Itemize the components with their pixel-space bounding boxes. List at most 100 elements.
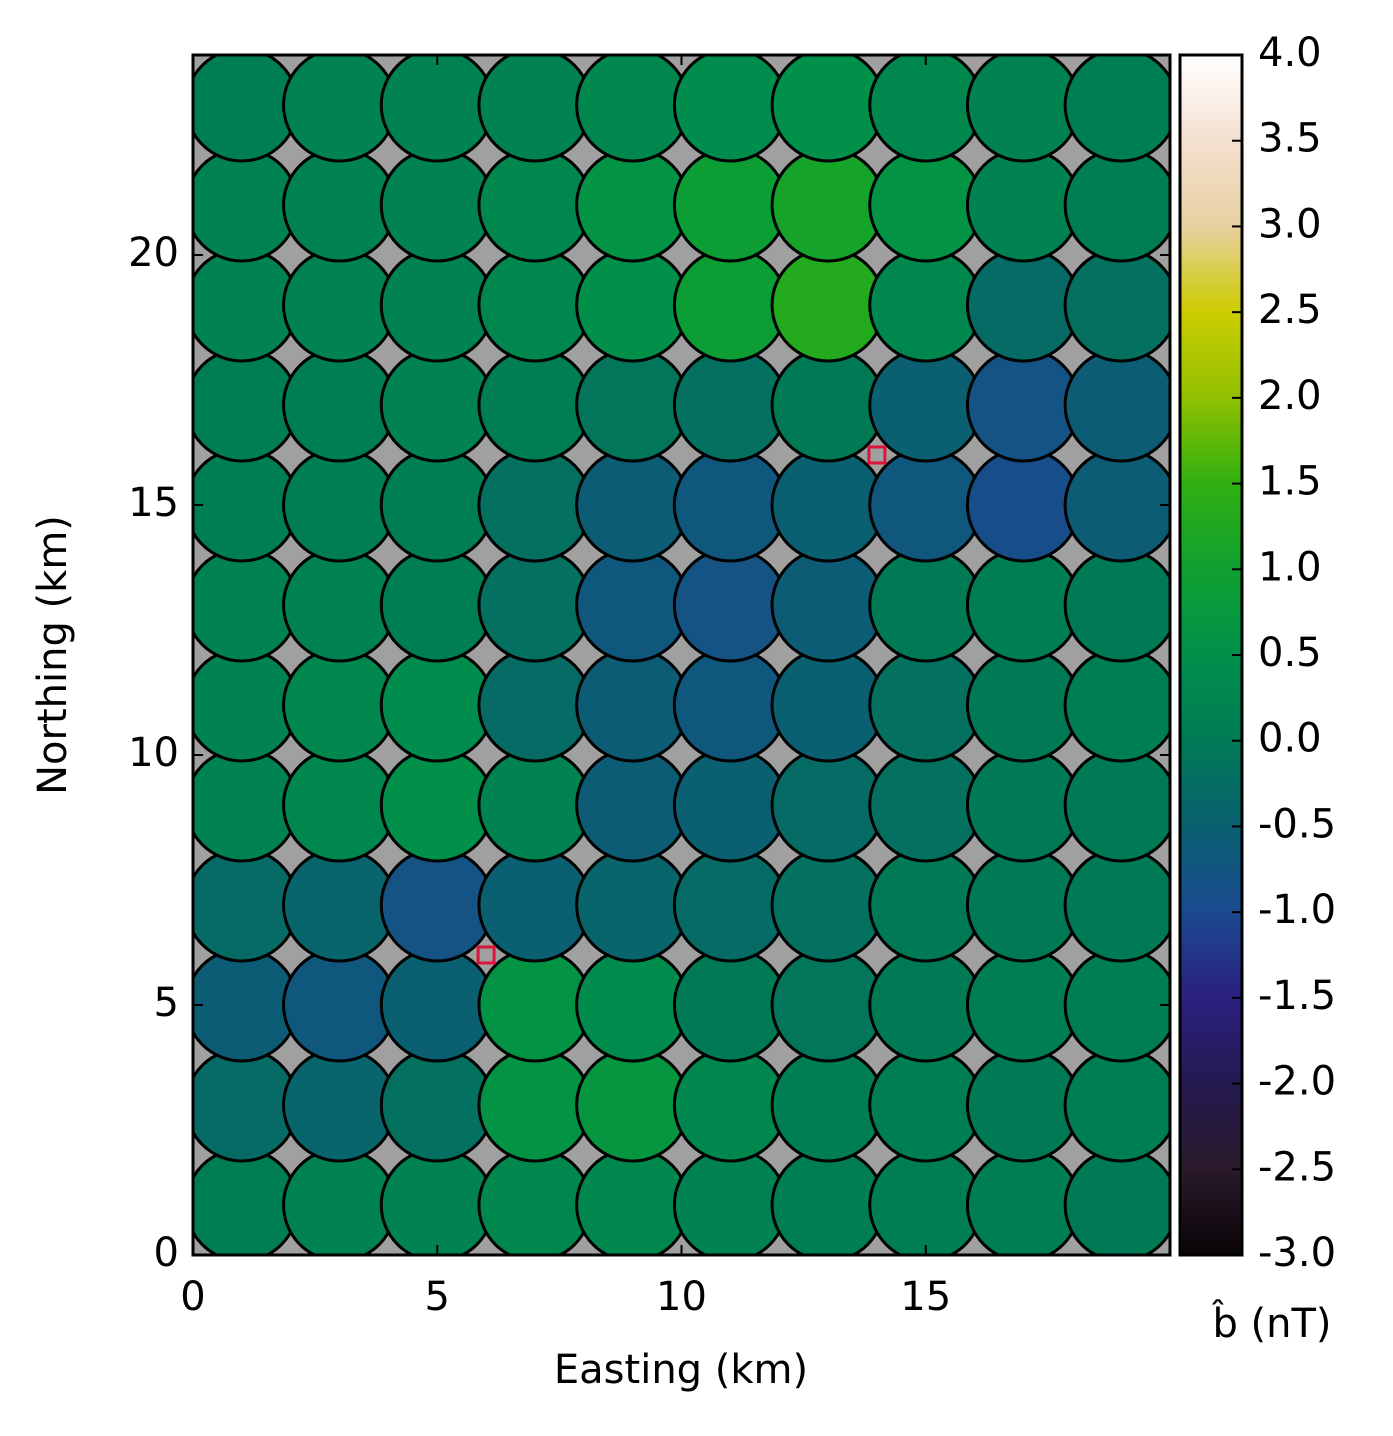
y-tick-label: 10 — [128, 730, 179, 776]
colorbar-tick-label: -1.0 — [1258, 887, 1336, 933]
marker — [476, 945, 496, 965]
points — [193, 55, 1170, 1255]
point — [193, 347, 300, 463]
point — [282, 547, 398, 663]
point — [672, 247, 788, 363]
point — [770, 55, 886, 163]
point — [379, 647, 495, 763]
point — [770, 247, 886, 363]
y-tick-label: 20 — [128, 230, 179, 276]
point — [477, 647, 593, 763]
point — [477, 747, 593, 863]
point — [193, 1147, 300, 1255]
point — [193, 1047, 300, 1163]
point — [379, 447, 495, 563]
point — [672, 747, 788, 863]
point — [770, 747, 886, 863]
point — [868, 547, 984, 663]
point — [672, 947, 788, 1063]
point — [868, 347, 984, 463]
point — [672, 547, 788, 663]
point — [770, 1147, 886, 1255]
point — [1063, 1147, 1170, 1255]
point — [477, 947, 593, 1063]
point — [575, 247, 691, 363]
x-tick-label: 0 — [180, 1274, 205, 1320]
point — [672, 347, 788, 463]
colorbar-tick-label: 2.0 — [1258, 373, 1322, 419]
point — [770, 647, 886, 763]
point — [672, 55, 788, 163]
point — [575, 647, 691, 763]
point — [282, 1047, 398, 1163]
x-tick-label: 15 — [900, 1274, 951, 1320]
colorbar-tick-label: 0.5 — [1258, 630, 1322, 676]
point — [965, 55, 1081, 163]
point — [379, 847, 495, 963]
point — [868, 647, 984, 763]
colorbar-tick-label: -2.0 — [1258, 1059, 1336, 1105]
point — [575, 547, 691, 663]
point — [477, 147, 593, 263]
point — [672, 1047, 788, 1163]
point — [282, 1147, 398, 1255]
point — [477, 447, 593, 563]
colorbar-tick-label: 2.5 — [1258, 287, 1322, 333]
point — [193, 247, 300, 363]
marker — [867, 445, 887, 465]
point — [282, 347, 398, 463]
point — [672, 847, 788, 963]
point — [282, 55, 398, 163]
point — [770, 147, 886, 263]
colorbar-tick-label: -1.5 — [1258, 973, 1336, 1019]
point — [477, 347, 593, 463]
colorbar-tick-label: 1.0 — [1258, 544, 1322, 590]
y-tick-label: 0 — [154, 1230, 179, 1276]
point — [965, 347, 1081, 463]
colorbar-tick-label: 3.0 — [1258, 201, 1322, 247]
point — [1063, 847, 1170, 963]
point — [1063, 1047, 1170, 1163]
colorbar-tick-label: 1.5 — [1258, 459, 1322, 505]
point — [770, 947, 886, 1063]
point — [477, 247, 593, 363]
point — [477, 55, 593, 163]
point — [575, 1047, 691, 1163]
point — [282, 147, 398, 263]
x-axis-label: Easting (km) — [554, 1347, 808, 1393]
point — [868, 747, 984, 863]
colorbar-tick-label: -3.0 — [1258, 1230, 1336, 1276]
point — [193, 847, 300, 963]
point — [379, 1147, 495, 1255]
colorbar — [1178, 53, 1244, 1257]
point — [477, 1147, 593, 1255]
y-tick-label: 15 — [128, 480, 179, 526]
point — [193, 55, 300, 163]
point — [770, 547, 886, 663]
colorbar-tick-label: 4.0 — [1258, 30, 1322, 76]
point — [575, 147, 691, 263]
point — [379, 247, 495, 363]
point — [672, 447, 788, 563]
point — [575, 747, 691, 863]
point — [575, 447, 691, 563]
point — [1063, 247, 1170, 363]
point — [672, 647, 788, 763]
point — [1063, 147, 1170, 263]
point — [868, 247, 984, 363]
point — [965, 947, 1081, 1063]
colorbar-tick-label: 0.0 — [1258, 716, 1322, 762]
y-tick-label: 5 — [154, 980, 179, 1026]
point — [282, 747, 398, 863]
point — [1063, 747, 1170, 863]
point — [379, 547, 495, 663]
colorbar-tick-label: 3.5 — [1258, 116, 1322, 162]
point — [868, 947, 984, 1063]
point — [1063, 55, 1170, 163]
point — [379, 147, 495, 263]
point — [193, 647, 300, 763]
point — [193, 747, 300, 863]
point — [379, 55, 495, 163]
y-axis-label: Northing (km) — [30, 515, 76, 795]
colorbar-tick-label: -0.5 — [1258, 801, 1336, 847]
